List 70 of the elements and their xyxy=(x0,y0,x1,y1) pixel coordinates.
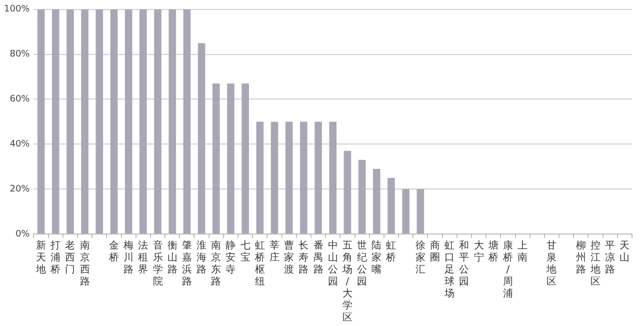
x-tick-label: 曹家渡 xyxy=(284,240,294,276)
x-tick-label: 南京东路 xyxy=(211,240,222,288)
x-tick-label: 和平公园 xyxy=(459,240,470,288)
x-tick-label: 衡山路 xyxy=(167,240,178,276)
x-tick-label: 长寿路 xyxy=(298,240,309,276)
x-tick-label: 天山 xyxy=(620,240,630,264)
bar xyxy=(372,168,380,234)
y-tick-label: 40% xyxy=(10,140,30,150)
x-tick-label: 淮海路 xyxy=(196,240,207,276)
bar xyxy=(96,9,104,234)
x-tick-label: 新天地 xyxy=(35,240,46,276)
bar xyxy=(168,9,176,234)
x-tick-label: 甘泉地区 xyxy=(546,240,557,288)
x-tick-label: 七宝 xyxy=(240,240,250,264)
x-tick-label: 控江地区 xyxy=(590,240,601,288)
x-tick-label: 徐家汇 xyxy=(415,240,426,276)
bar xyxy=(140,9,147,234)
y-tick-label: 80% xyxy=(10,50,30,60)
bar xyxy=(314,122,322,234)
x-tick-label: 世纪公园 xyxy=(357,240,368,288)
x-tick-label: 陆家嘴 xyxy=(372,240,382,276)
x-tick-label: 肇嘉浜路 xyxy=(182,240,192,288)
bar xyxy=(270,122,278,234)
bar xyxy=(329,122,337,234)
x-tick-label: 番禺路 xyxy=(313,240,324,276)
x-tick-label: 平凉路 xyxy=(605,240,616,276)
bar xyxy=(212,84,220,234)
bar xyxy=(402,189,410,234)
y-tick-label: 100% xyxy=(4,4,30,15)
x-tick-label: 虹口足球场 xyxy=(444,240,455,300)
x-tick-label: 法租界 xyxy=(138,240,148,276)
bar xyxy=(242,84,249,234)
x-tick-label: 打浦桥 xyxy=(50,240,61,276)
bar xyxy=(344,150,352,234)
x-tick-label: 金桥 xyxy=(108,240,119,264)
x-tick-label: 五角场/大学区 xyxy=(341,240,352,324)
x-tick-label: 静安寺 xyxy=(226,240,236,276)
bar xyxy=(416,189,424,234)
x-tick-label: 塘桥 xyxy=(487,240,498,264)
x-tick-label: 老西门 xyxy=(65,240,76,276)
bar xyxy=(285,122,293,234)
bar xyxy=(37,9,45,234)
bar xyxy=(66,9,74,234)
x-tick-label: 梅川路 xyxy=(122,240,134,276)
bar xyxy=(358,160,366,234)
x-tick-label: 康桥/周浦 xyxy=(502,240,513,300)
x-tick-label: 柳州路 xyxy=(576,240,586,276)
x-tick-label: 虹桥枢纽 xyxy=(254,240,265,288)
x-tick-label: 商圈 xyxy=(430,240,440,264)
x-tick-label: 南京西路 xyxy=(80,240,90,288)
y-tick-label: 60% xyxy=(10,94,30,105)
bar xyxy=(300,122,308,234)
bar xyxy=(154,9,162,234)
bar xyxy=(52,9,60,234)
x-tick-label: 上南 xyxy=(518,240,528,264)
x-tick-label: 音乐学院 xyxy=(152,240,163,288)
x-tick-label: 中山公园 xyxy=(328,240,338,288)
y-tick-label: 0% xyxy=(15,229,30,240)
x-tick-label: 虹桥 xyxy=(385,240,396,264)
bar xyxy=(388,178,395,234)
y-tick-label: 20% xyxy=(10,184,30,194)
x-tick-label: 大宁 xyxy=(474,240,484,264)
bar xyxy=(183,9,191,234)
x-tick-label: 莘庄 xyxy=(269,240,280,264)
bar xyxy=(124,9,132,234)
bar xyxy=(110,9,118,234)
bar xyxy=(227,84,234,234)
bar xyxy=(198,43,206,234)
bar xyxy=(256,122,264,234)
bar xyxy=(81,9,88,234)
